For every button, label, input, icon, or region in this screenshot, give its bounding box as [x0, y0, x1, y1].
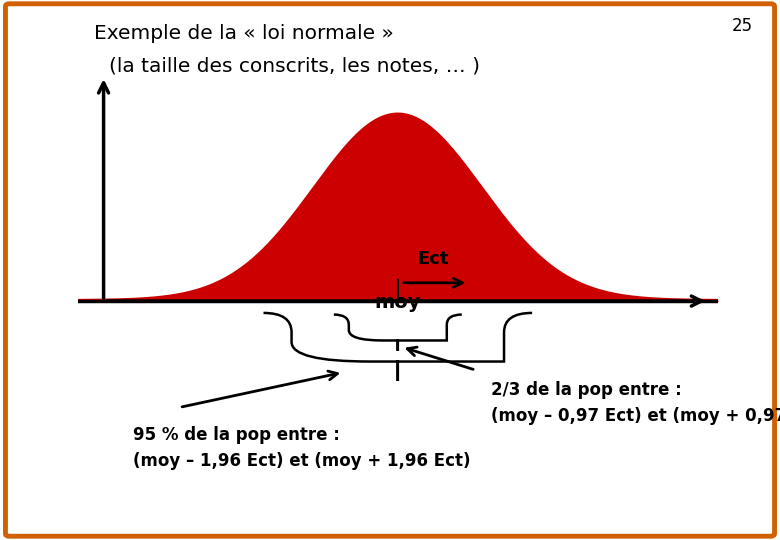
Text: Exemple de la « loi normale »: Exemple de la « loi normale » — [94, 24, 393, 43]
Text: (la taille des conscrits, les notes, … ): (la taille des conscrits, les notes, … ) — [109, 57, 480, 76]
Text: 25: 25 — [732, 17, 753, 35]
Text: Ect: Ect — [417, 249, 448, 268]
Text: 95 % de la pop entre :: 95 % de la pop entre : — [133, 427, 339, 444]
Text: (moy – 1,96 Ect) et (moy + 1,96 Ect): (moy – 1,96 Ect) et (moy + 1,96 Ect) — [133, 452, 470, 470]
Text: (moy – 0,97 Ect) et (moy + 0,97 Ect): (moy – 0,97 Ect) et (moy + 0,97 Ect) — [491, 407, 780, 425]
Text: 2/3 de la pop entre :: 2/3 de la pop entre : — [491, 381, 682, 399]
Text: moy: moy — [374, 293, 421, 312]
